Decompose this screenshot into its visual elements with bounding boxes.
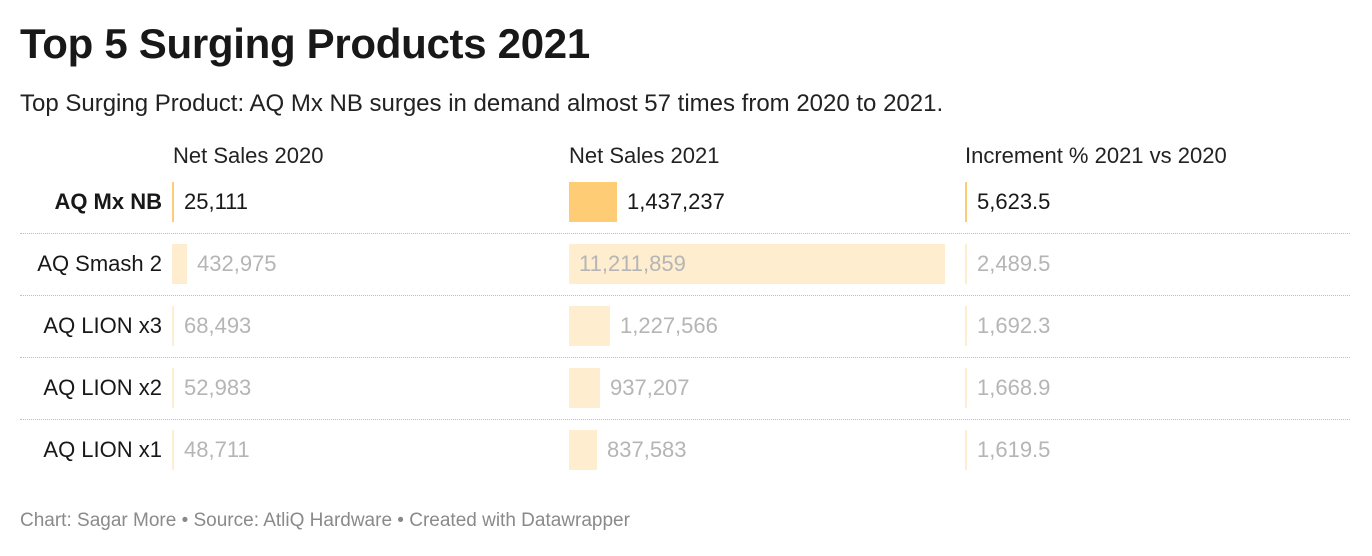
chart-footer: Chart: Sagar More • Source: AtliQ Hardwa… <box>20 510 630 531</box>
bar-increment <box>965 306 967 346</box>
table-row: AQ LION x3 68,493 1,227,566 1,692.3 <box>20 295 1350 358</box>
value-increment: 2,489.5 <box>977 251 1051 276</box>
row-label: AQ LION x2 <box>43 375 162 400</box>
cell-increment: 5,623.5 <box>965 171 1361 233</box>
value-net-sales-2021: 1,227,566 <box>620 313 718 338</box>
bar-net-sales-2021 <box>569 244 945 284</box>
value-net-sales-2020: 48,711 <box>184 437 250 462</box>
value-net-sales-2020: 52,983 <box>184 375 252 400</box>
bar-increment <box>965 430 967 470</box>
value-net-sales-2020: 25,111 <box>184 189 249 214</box>
value-net-sales-2021: 937,207 <box>610 375 690 400</box>
table-row: AQ Smash 2 432,975 11,211,859 2,489.5 <box>20 233 1350 296</box>
value-increment: 1,619.5 <box>977 437 1051 462</box>
bar-net-sales-2021 <box>569 182 617 222</box>
value-net-sales-2020: 432,975 <box>197 251 277 276</box>
table-row: AQ Mx NB 25,111 1,437,237 5,623.5 <box>20 171 1350 234</box>
cell-net-sales-2020: 48,711 <box>172 419 568 481</box>
cell-net-sales-2020: 432,975 <box>172 233 568 295</box>
bar-net-sales-2020 <box>172 306 174 346</box>
cell-net-sales-2021: 1,227,566 <box>569 295 965 357</box>
cell-net-sales-2020: 25,111 <box>172 171 568 233</box>
cell-increment: 1,692.3 <box>965 295 1361 357</box>
row-label: AQ LION x1 <box>43 437 162 462</box>
value-net-sales-2020: 68,493 <box>184 313 252 338</box>
bar-net-sales-2021 <box>569 430 597 470</box>
value-increment: 5,623.5 <box>977 189 1051 214</box>
cell-increment: 2,489.5 <box>965 233 1361 295</box>
bar-net-sales-2020 <box>172 368 174 408</box>
cell-net-sales-2021: 11,211,859 <box>569 233 965 295</box>
bar-net-sales-2020 <box>172 244 187 284</box>
row-label: AQ LION x3 <box>43 313 162 338</box>
bar-net-sales-2020 <box>172 430 174 470</box>
cell-increment: 1,619.5 <box>965 419 1361 481</box>
table-row: AQ LION x2 52,983 937,207 1,668.9 <box>20 357 1350 420</box>
bar-increment <box>965 368 967 408</box>
chart-title: Top 5 Surging Products 2021 <box>20 20 590 67</box>
header-net-sales-2020: Net Sales 2020 <box>173 143 324 168</box>
bar-increment <box>965 244 967 284</box>
bar-net-sales-2021 <box>569 306 610 346</box>
value-net-sales-2021: 1,437,237 <box>627 189 725 214</box>
bar-net-sales-2020 <box>172 182 174 222</box>
cell-net-sales-2020: 52,983 <box>172 357 568 419</box>
cell-net-sales-2021: 1,437,237 <box>569 171 965 233</box>
value-net-sales-2021: 837,583 <box>607 437 687 462</box>
row-label: AQ Mx NB <box>54 189 162 214</box>
row-label: AQ Smash 2 <box>37 251 162 276</box>
value-increment: 1,692.3 <box>977 313 1051 338</box>
table-row: AQ LION x1 48,711 837,583 1,619.5 <box>20 419 1350 481</box>
header-net-sales-2021: Net Sales 2021 <box>569 143 720 168</box>
cell-increment: 1,668.9 <box>965 357 1361 419</box>
chart-subtitle: Top Surging Product: AQ Mx NB surges in … <box>20 90 944 117</box>
value-increment: 1,668.9 <box>977 375 1051 400</box>
cell-net-sales-2021: 837,583 <box>569 419 965 481</box>
bar-net-sales-2021 <box>569 368 600 408</box>
cell-net-sales-2021: 937,207 <box>569 357 965 419</box>
bar-increment <box>965 182 967 222</box>
header-increment: Increment % 2021 vs 2020 <box>965 143 1227 168</box>
value-net-sales-2021: 11,211,859 <box>579 251 686 276</box>
cell-net-sales-2020: 68,493 <box>172 295 568 357</box>
